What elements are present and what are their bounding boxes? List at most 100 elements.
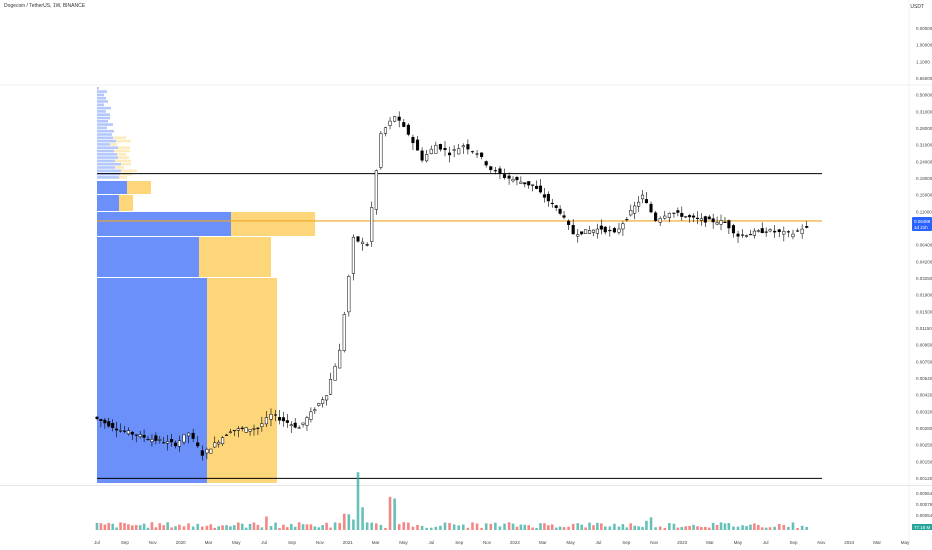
candle-up [452, 149, 456, 151]
profile-bar-up [97, 237, 199, 277]
volume-bar-up [723, 523, 727, 530]
price-tick-label: 0.00150 [916, 459, 932, 464]
volume-bar-up [503, 523, 506, 530]
candle-down [711, 218, 715, 223]
time-tick-label: May [734, 540, 743, 545]
candle-down [515, 176, 519, 181]
candles [95, 111, 809, 461]
candle-up [425, 154, 429, 162]
volume-bar-up [654, 527, 657, 530]
price-tick-label: 0.01150 [916, 326, 932, 331]
volume-bar-down [397, 524, 401, 530]
volume-bar-down [700, 527, 703, 530]
profile-bar-down [114, 149, 130, 153]
candle-down [443, 148, 447, 151]
time-tick-label: Sep [288, 540, 297, 545]
candle-up [321, 399, 325, 404]
price-tick-label: 0.31000 [916, 143, 932, 148]
candle-down [558, 208, 562, 214]
volume-bar-down [600, 523, 603, 530]
price-tick-label: 0.01500 [916, 309, 932, 314]
last-price-countdown: 1d 21h [914, 225, 928, 230]
volume-bar-up [645, 520, 648, 530]
volume-bar-down [550, 524, 554, 530]
candle-up [791, 233, 795, 237]
candle-down [723, 221, 727, 223]
profile-bar-down [119, 176, 127, 179]
candle-up [305, 417, 309, 426]
candle-down [644, 199, 649, 204]
volume-bar-up [633, 525, 636, 530]
candle-down [580, 231, 584, 235]
candle-down [527, 181, 531, 186]
profile-bar-up [97, 278, 207, 483]
volume-bar-up [576, 523, 580, 530]
candle-up [177, 440, 181, 447]
candle-up [342, 314, 346, 351]
volume-bar-down [527, 525, 531, 530]
candle-down [523, 182, 527, 185]
price-tick-label: 0.00120 [916, 476, 932, 481]
profile-bar-up [97, 149, 114, 153]
profile-bar-up [97, 181, 127, 194]
volume-bar-up [260, 527, 264, 530]
volume-bar-up [301, 524, 305, 530]
candle-up [146, 438, 150, 441]
volume-bar-down [567, 526, 570, 530]
volume-bar-down [531, 527, 534, 530]
profile-bar-down [113, 136, 126, 140]
candle-up [633, 205, 637, 214]
volume-bar-down [119, 522, 122, 530]
time-tick-label: 2020 [176, 540, 187, 545]
candle-up [796, 230, 800, 232]
candle-up [374, 170, 378, 210]
candle-up [640, 194, 645, 200]
volume-bar-up [166, 522, 169, 530]
volume-bar-up [317, 527, 321, 530]
volume-bar-up [393, 498, 396, 530]
volume-bar-up [457, 525, 461, 530]
candle-up [672, 212, 676, 214]
volume-bar-up [244, 527, 248, 530]
volume-bar-down [571, 523, 575, 530]
profile-bar-up [97, 139, 116, 143]
volume-bar-up [269, 526, 273, 530]
last-price-label: 0.06488 [914, 219, 931, 224]
price-tick-label: 1.1000 [916, 59, 930, 64]
candle-up [663, 215, 667, 219]
time-tick-label: Nov [650, 540, 659, 545]
candle-up [388, 120, 392, 126]
candle-up [800, 228, 804, 234]
volume-bar-down [448, 522, 451, 530]
candle-up [213, 442, 217, 448]
price-tick-label: 0.00320 [916, 409, 932, 414]
last-price-tag [912, 216, 932, 231]
volume-bar-up [787, 526, 790, 530]
candle-down [692, 215, 696, 218]
volume-bar-up [791, 522, 795, 530]
volume-bar-down [213, 527, 217, 530]
volume-bar-up [361, 507, 364, 530]
candle-up [252, 428, 256, 430]
candle-down [111, 423, 115, 429]
profile-bar-up [97, 120, 108, 123]
candle-down [107, 421, 111, 427]
currency-label[interactable]: USDT [910, 4, 924, 10]
volume-bar-up [498, 526, 502, 530]
profile-bar-up [97, 136, 113, 140]
profile-bar-down [118, 146, 130, 149]
volume-bar-down [407, 522, 410, 530]
profile-bar-down [115, 166, 124, 169]
volume-bar-down [278, 527, 281, 530]
volume-bar-up [95, 522, 99, 530]
volume-bar-up [115, 527, 118, 530]
profile-bar-down [115, 159, 131, 163]
volume-bar-down [187, 523, 190, 530]
candle-up [209, 448, 213, 454]
volume-bar-up [370, 522, 374, 530]
candle-down [170, 438, 174, 443]
candle-up [587, 230, 592, 234]
price-tick-label: 0.24000 [916, 159, 932, 164]
volume-bar-up [608, 526, 612, 530]
